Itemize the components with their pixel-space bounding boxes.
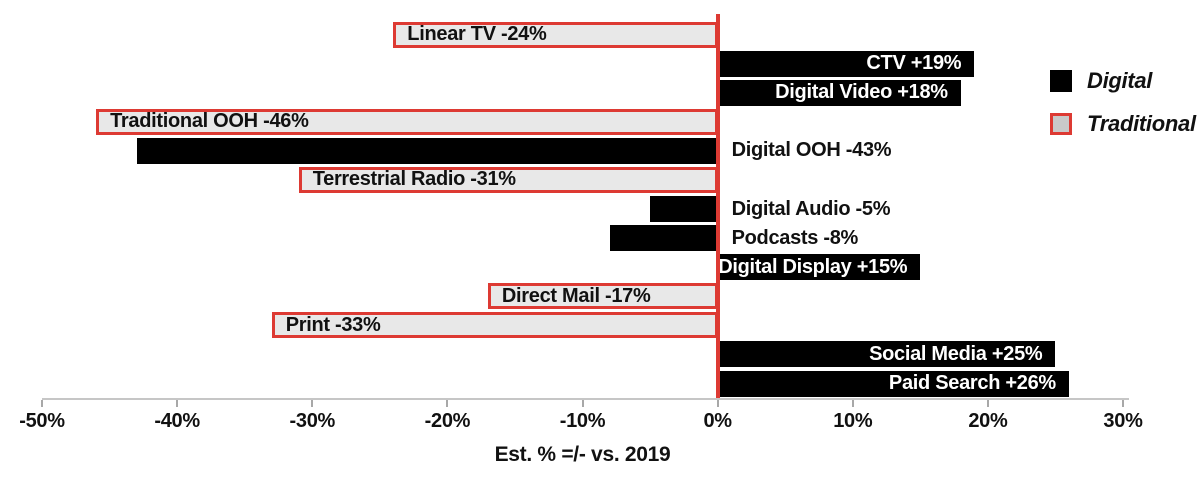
legend-label-traditional: Traditional bbox=[1087, 111, 1196, 136]
x-tick-mark bbox=[716, 400, 719, 407]
digital-swatch-icon bbox=[1050, 70, 1072, 92]
bar-podcasts bbox=[609, 225, 718, 252]
x-axis-line bbox=[42, 398, 1129, 400]
x-tick-mark bbox=[1122, 400, 1124, 407]
bar-label-print: Print -33% bbox=[285, 313, 381, 336]
x-tick-label--10-: -10% bbox=[559, 410, 606, 432]
bar-digital-video: Digital Video +18% bbox=[717, 79, 961, 106]
x-tick-mark bbox=[176, 400, 179, 407]
x-tick-label--20-: -20% bbox=[424, 410, 471, 432]
legend-item-traditional: Traditional bbox=[1050, 111, 1196, 137]
bar-label-paid-search: Paid Search +26% bbox=[888, 372, 1056, 394]
bar-traditional-ooh: Traditional OOH -46% bbox=[96, 108, 718, 135]
bar-label-digital-audio: Digital Audio -5% bbox=[731, 197, 891, 220]
bar-label-podcasts: Podcasts -8% bbox=[731, 226, 859, 249]
bar-label-digital-ooh: Digital OOH -43% bbox=[731, 139, 892, 162]
bar-digital-ooh bbox=[136, 137, 718, 164]
bar-label-digital-video: Digital Video +18% bbox=[775, 81, 948, 104]
bar-digital-display: Digital Display +15% bbox=[717, 254, 921, 281]
x-tick-mark bbox=[986, 400, 989, 407]
bar-social-media: Social Media +25% bbox=[717, 341, 1056, 368]
bar-direct-mail: Direct Mail -17% bbox=[487, 283, 718, 310]
bar-label-traditional-ooh: Traditional OOH -46% bbox=[110, 110, 309, 133]
bar-label-social-media: Social Media +25% bbox=[869, 342, 1043, 365]
legend-label-digital: Digital bbox=[1087, 68, 1153, 93]
x-tick-label-10-: 10% bbox=[833, 410, 873, 432]
bar-ctv: CTV +19% bbox=[717, 50, 975, 77]
x-tick-mark bbox=[446, 400, 449, 407]
bar-label-ctv: CTV +19% bbox=[866, 52, 962, 75]
legend: Digital Traditional bbox=[1050, 68, 1196, 154]
x-tick-label--40-: -40% bbox=[154, 410, 200, 432]
legend-item-digital: Digital bbox=[1050, 68, 1196, 94]
x-tick-mark bbox=[851, 400, 854, 407]
bar-print: Print -33% bbox=[271, 312, 718, 339]
x-tick-label-30-: 30% bbox=[1103, 410, 1143, 432]
bar-label-direct-mail: Direct Mail -17% bbox=[501, 284, 651, 307]
bar-label-terrestrial-radio: Terrestrial Radio -31% bbox=[312, 168, 516, 191]
x-tick-label-20-: 20% bbox=[968, 410, 1008, 432]
bar-linear-tv: Linear TV -24% bbox=[393, 21, 718, 48]
x-tick-mark bbox=[311, 400, 314, 407]
x-tick-mark bbox=[41, 400, 43, 407]
bar-label-digital-display: Digital Display +15% bbox=[718, 255, 908, 278]
bar-terrestrial-radio: Terrestrial Radio -31% bbox=[298, 166, 718, 193]
x-tick-label--50-: -50% bbox=[19, 410, 65, 432]
bar-label-linear-tv: Linear TV -24% bbox=[407, 23, 547, 45]
traditional-swatch-icon bbox=[1050, 113, 1072, 135]
zero-baseline bbox=[715, 14, 720, 400]
x-tick-label-0-: 0% bbox=[703, 410, 732, 432]
bar-paid-search: Paid Search +26% bbox=[717, 370, 1069, 397]
x-tick-mark bbox=[581, 400, 584, 407]
x-tick-label--30-: -30% bbox=[289, 410, 336, 432]
x-axis-title: Est. % =/- vs. 2019 bbox=[494, 443, 671, 466]
bar-digital-audio bbox=[650, 196, 718, 222]
